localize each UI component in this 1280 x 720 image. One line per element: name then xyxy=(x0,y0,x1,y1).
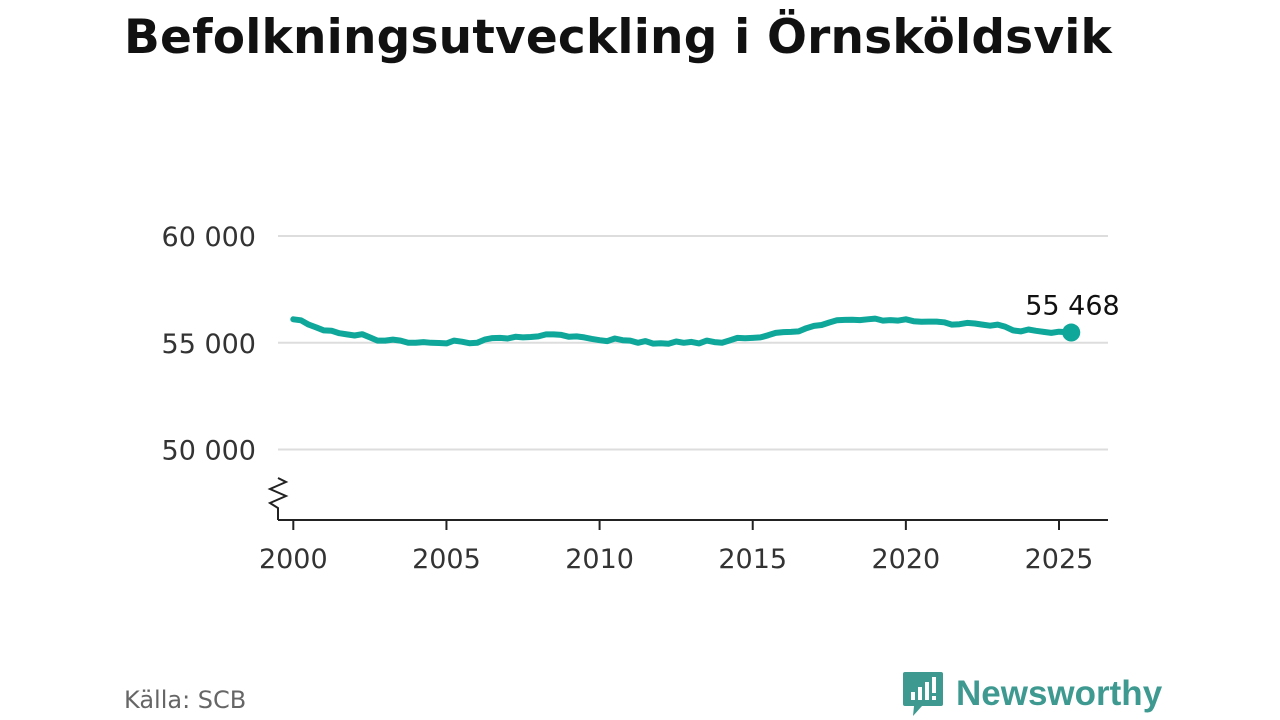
axis-break-icon xyxy=(267,477,289,520)
x-tick-label: 2010 xyxy=(565,544,634,575)
x-axis-ticks: 2000 2005 2010 2015 2020 2025 xyxy=(259,520,1093,575)
newsworthy-logo-icon xyxy=(903,672,943,716)
population-line xyxy=(290,315,1075,347)
x-tick-label: 2025 xyxy=(1025,544,1094,575)
x-tick-label: 2020 xyxy=(872,544,941,575)
axis-break-zigzag xyxy=(267,477,289,520)
end-point-marker xyxy=(1062,323,1081,342)
x-tick-label: 2005 xyxy=(412,544,481,575)
y-tick-label: 50 000 xyxy=(162,436,256,467)
end-value-label: 55 468 xyxy=(1025,291,1119,322)
brand-name: Newsworthy xyxy=(956,674,1163,713)
source-note: Källa: SCB xyxy=(124,686,247,714)
y-tick-label: 60 000 xyxy=(162,222,256,253)
brand-logo: Newsworthy xyxy=(902,670,1162,718)
chart-title: Befolkningsutveckling i Örnsköldsvik xyxy=(124,10,1112,65)
x-tick-label: 2015 xyxy=(718,544,787,575)
data-series: 55 468 xyxy=(290,291,1120,347)
y-axis-ticks: 50 000 55 000 60 000 xyxy=(162,222,256,467)
x-tick-label: 2000 xyxy=(259,544,328,575)
y-tick-label: 55 000 xyxy=(162,329,256,360)
